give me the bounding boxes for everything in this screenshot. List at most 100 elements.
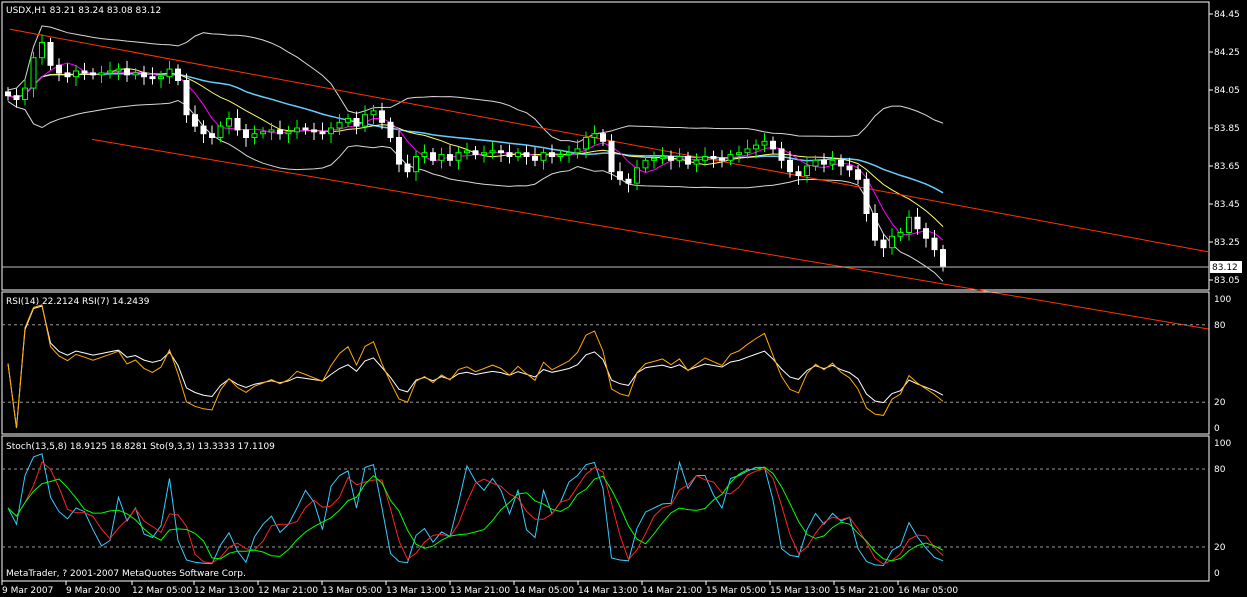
candle-body (175, 68, 181, 81)
time-tick-label: 13 Mar 05:00 (322, 586, 382, 596)
candle-body (940, 249, 946, 268)
candle-body (498, 150, 504, 154)
candle-body (923, 228, 929, 239)
candle-body (345, 118, 351, 123)
candle-body (600, 133, 606, 142)
candle-body (413, 156, 419, 173)
candle-body (430, 152, 436, 161)
candle-body (209, 133, 215, 138)
candle-body (889, 235, 895, 249)
candle-body (328, 127, 334, 135)
price-tick-label: 84.45 (1214, 10, 1240, 20)
candle-body (727, 154, 734, 161)
candle-body (260, 131, 266, 135)
rsi-header: RSI(14) 22.2124 RSI(7) 14.2439 (6, 297, 150, 307)
candle-body (838, 159, 844, 167)
time-tick-label: 14 Mar 21:00 (642, 586, 702, 596)
copyright-text: MetaTrader, ? 2001-2007 MetaQuotes Softw… (6, 569, 246, 579)
candle-body (591, 133, 598, 138)
candle-body (438, 154, 445, 161)
candle-body (481, 152, 487, 156)
stoch-lines (7, 453, 944, 567)
rsi-tick-label: 80 (1214, 321, 1226, 331)
candle-body (370, 110, 377, 116)
candle-body (787, 159, 793, 173)
candle-body (285, 131, 292, 135)
candle-body (336, 121, 343, 129)
price-axis: 84.45 84.25 84.05 83.85 83.65 83.45 83.25 83.05 (1209, 10, 1240, 286)
candle-body (387, 121, 394, 139)
candle-body (362, 114, 368, 127)
candle-body (829, 159, 836, 165)
rsi-tick-label: 100 (1214, 295, 1231, 305)
stoch-panel-frame (1, 435, 1210, 582)
candle-body (710, 156, 717, 159)
candle-body (770, 140, 776, 150)
candle-body (574, 148, 581, 154)
candle-body (795, 171, 802, 176)
candle-body (634, 167, 640, 184)
time-tick-label: 13 Mar 13:00 (386, 586, 446, 596)
main-header: USDX,H1 83.21 83.24 83.08 83.12 (6, 6, 161, 16)
stoch-9-3-3-main (7, 453, 944, 567)
candle-body (506, 152, 513, 157)
time-tick-label: 15 Mar 13:00 (770, 586, 830, 596)
ma-long (7, 72, 944, 194)
candle-body (243, 129, 249, 138)
candle-body (897, 232, 904, 237)
candle-body (319, 131, 326, 135)
current-price-marker (1210, 261, 1242, 273)
candle-body (226, 118, 232, 127)
rsi-tick-label: 20 (1214, 398, 1226, 408)
stoch-tick-label: 80 (1214, 465, 1226, 475)
candle-body (693, 159, 700, 165)
time-tick-label: 14 Mar 13:00 (578, 586, 638, 596)
candle-body (47, 42, 54, 66)
main-panel-frame (1, 1, 1210, 291)
candle-body (107, 70, 113, 74)
candle-body (668, 156, 674, 161)
candle-body (98, 72, 105, 76)
candle-body (702, 156, 708, 161)
candle-body (685, 156, 691, 165)
candle-body (404, 163, 411, 173)
bollinger-bands (7, 25, 944, 282)
candle-body (472, 150, 479, 156)
candle-body (846, 165, 853, 171)
channel-upper-line (9, 28, 1210, 253)
candle-body (447, 154, 453, 161)
time-tick-label: 9 Mar 20:00 (66, 586, 121, 596)
rsi-axis: 100 80 20 0 (1214, 295, 1231, 434)
candle-body (353, 118, 360, 127)
channel-lower-line (91, 138, 1210, 330)
candle-body (217, 125, 224, 138)
rsi-lines (7, 304, 944, 429)
stoch-tick-label: 0 (1214, 569, 1220, 579)
bollinger-lower (7, 99, 944, 282)
price-tick-label: 83.85 (1214, 124, 1240, 134)
candle-body (379, 110, 385, 123)
rsi-tick-label: 0 (1214, 424, 1220, 434)
candle-body (812, 159, 819, 167)
candle-body (192, 114, 198, 127)
time-tick-label: 9 Mar 2007 (2, 586, 53, 596)
candle-body (251, 133, 258, 138)
candle-body (557, 154, 564, 158)
candle-body (515, 152, 521, 157)
candle-body (124, 68, 130, 76)
candle-body (64, 72, 71, 78)
price-tick-label: 84.05 (1214, 86, 1240, 96)
candle-body (872, 213, 878, 241)
candle-body (625, 178, 632, 184)
candle-body (13, 95, 20, 100)
time-tick-label: 12 Mar 21:00 (258, 586, 318, 596)
candle-body (158, 76, 164, 80)
candle-body (183, 80, 190, 116)
candle-body (855, 169, 861, 180)
candle-body (753, 144, 759, 150)
candle-body (421, 152, 428, 157)
candle-body (149, 76, 156, 80)
candle-body (200, 125, 207, 135)
